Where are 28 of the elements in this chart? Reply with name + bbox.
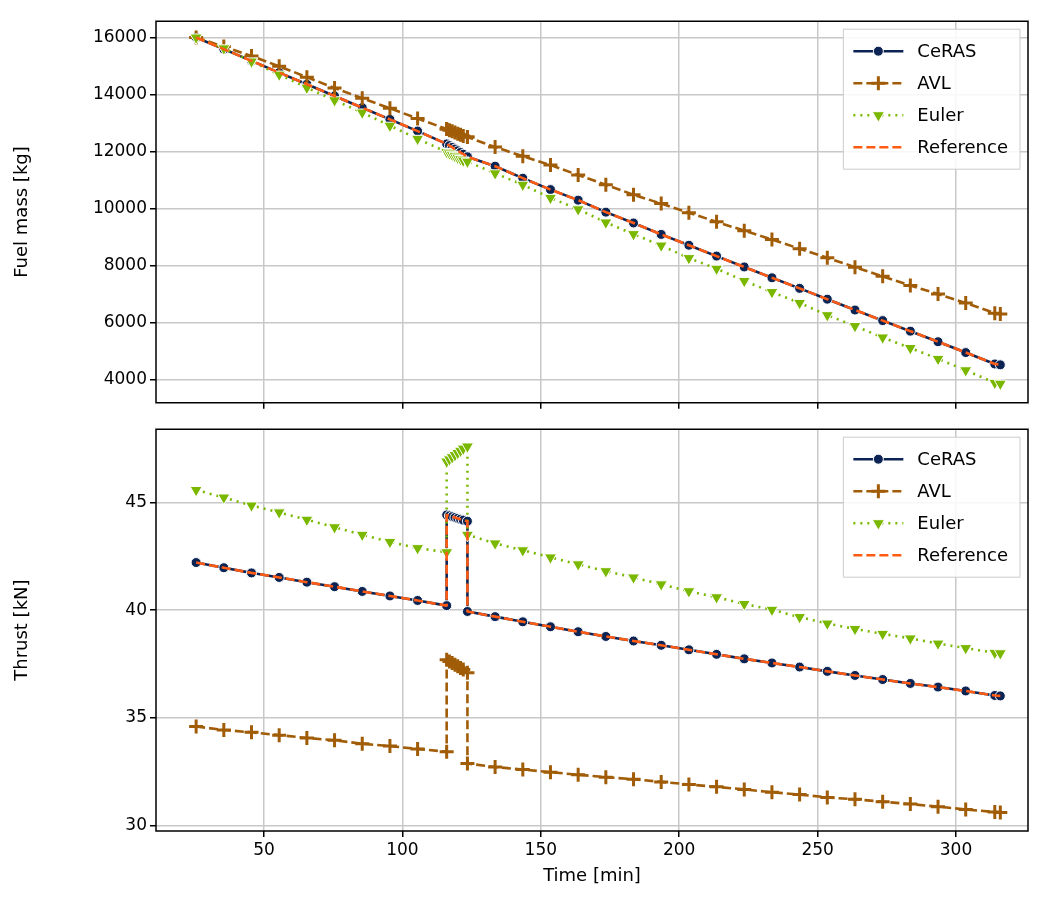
y-tick-label: 6000 bbox=[103, 311, 147, 332]
x-tick-label: 150 bbox=[524, 838, 558, 859]
legend-label: Reference bbox=[917, 135, 1009, 157]
x-tick-label: 300 bbox=[939, 838, 973, 859]
y-tick-label: 10000 bbox=[92, 197, 147, 218]
x-tick-label: 200 bbox=[662, 838, 696, 859]
x-axis-title: Time [min] bbox=[542, 863, 641, 885]
legend-label: CeRAS bbox=[917, 39, 977, 61]
y-tick-label: 16000 bbox=[92, 25, 147, 46]
x-tick-label: 250 bbox=[801, 838, 834, 859]
y-tick-label: 35 bbox=[125, 706, 147, 727]
y-tick-label: 14000 bbox=[92, 82, 147, 103]
y-axis-title: Fuel mass [kg] bbox=[10, 146, 32, 278]
y-tick-label: 30 bbox=[125, 814, 147, 835]
legend-label: AVL bbox=[917, 479, 951, 501]
y-axis-title: Thrust [kN] bbox=[10, 579, 32, 682]
legend-label: CeRAS bbox=[917, 447, 977, 469]
y-tick-label: 4000 bbox=[103, 368, 147, 389]
y-tick-label: 40 bbox=[125, 598, 147, 619]
y-tick-label: 12000 bbox=[92, 140, 147, 161]
legend-label: Euler bbox=[917, 103, 965, 125]
y-tick-label: 45 bbox=[125, 490, 147, 511]
x-tick-label: 100 bbox=[386, 838, 419, 859]
legend-label: Reference bbox=[917, 543, 1009, 565]
x-tick-label: 50 bbox=[253, 838, 275, 859]
y-tick-label: 8000 bbox=[103, 254, 147, 275]
legend-label: AVL bbox=[917, 71, 951, 93]
legend-label: Euler bbox=[917, 511, 965, 533]
